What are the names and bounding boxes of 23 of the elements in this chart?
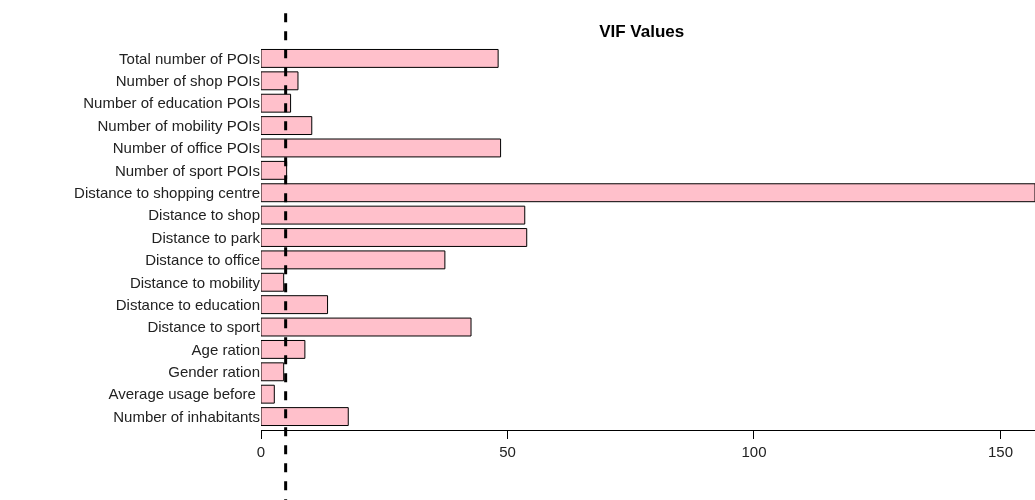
y-tick-label: Age ration xyxy=(191,340,260,358)
chart-title: VIF Values xyxy=(599,21,685,41)
bar xyxy=(261,384,275,404)
y-tick-label: Number of inhabitants xyxy=(113,407,260,425)
y-tick-label: Distance to office xyxy=(145,251,260,269)
y-tick-label: Distance to park xyxy=(151,228,261,246)
y-tick-label: Number of mobility POIs xyxy=(97,116,260,134)
y-tick-label: Total number of POIs xyxy=(119,49,260,67)
x-tick-label: 0 xyxy=(256,443,266,460)
y-tick-label: Number of shop POIs xyxy=(115,72,260,90)
y-tick-label: Distance to shopping centre xyxy=(74,183,260,201)
y-tick-label: Distance to education xyxy=(115,295,260,313)
x-tick-label: 100 xyxy=(741,443,767,460)
y-tick-label: Distance to sport xyxy=(147,318,261,336)
y-tick-label: Average usage before xyxy=(108,385,260,403)
x-tick-label: 150 xyxy=(987,443,1014,460)
y-tick-label: Number of office POIs xyxy=(112,139,260,157)
y-tick-label: Number of sport POIs xyxy=(114,161,260,179)
y-tick-label: Number of education POIs xyxy=(83,94,260,112)
y-tick-label: Distance to mobility xyxy=(129,273,261,291)
x-tick-label: 50 xyxy=(499,443,516,460)
y-tick-label: Gender ration xyxy=(168,363,260,381)
y-tick-label: Distance to shop xyxy=(148,206,260,224)
